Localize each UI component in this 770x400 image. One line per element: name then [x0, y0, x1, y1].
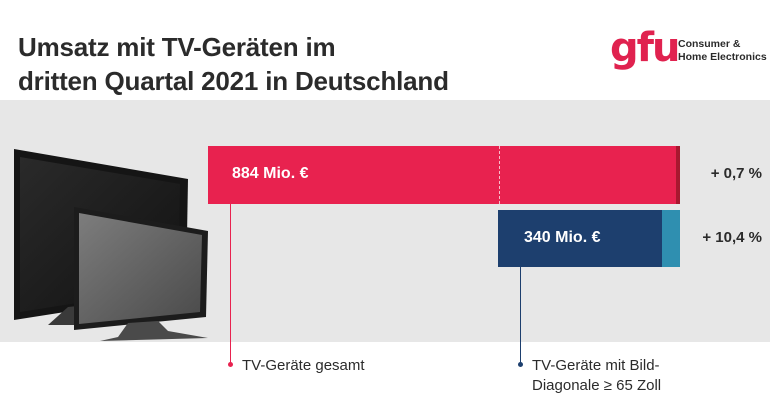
legend-large: TV-Geräte mit Bild- Diagonale ≥ 65 Zoll [532, 356, 661, 396]
title-line-1: Umsatz mit TV-Geräten im [18, 32, 336, 62]
legend-total: TV-Geräte gesamt [242, 356, 365, 376]
bar-total-divider [499, 146, 500, 204]
change-total: + 0,7 % [710, 165, 762, 182]
small-tv-icon [74, 207, 208, 341]
bar-large [498, 210, 680, 267]
leader-total [230, 204, 231, 364]
change-large: + 10,4 % [702, 229, 762, 246]
bar-large-label: 340 Mio. € [524, 229, 601, 246]
bar-total-accent [676, 146, 680, 204]
legend-large-line-2: Diagonale ≥ 65 Zoll [532, 377, 662, 394]
logo-line-2: Home Electronics [678, 51, 767, 63]
logo-line-1: Consumer & [678, 38, 741, 50]
legend-dot-total [228, 362, 233, 367]
page-title: Umsatz mit TV-Geräten im dritten Quartal… [18, 30, 538, 98]
bar-total-label: 884 Mio. € [232, 165, 309, 182]
title-line-2: dritten Quartal 2021 in Deutschland [18, 66, 449, 96]
logo-mark: gfu [610, 25, 681, 71]
bar-large-accent [662, 210, 680, 267]
legend-total-text: TV-Geräte gesamt [242, 357, 365, 374]
logo-text: Consumer & Home Electronics [678, 38, 770, 64]
leader-large [520, 267, 521, 364]
bar-total [208, 146, 680, 204]
tv-illustration [14, 149, 208, 341]
legend-dot-large [518, 362, 523, 367]
legend-large-line-1: TV-Geräte mit Bild- [532, 357, 660, 374]
